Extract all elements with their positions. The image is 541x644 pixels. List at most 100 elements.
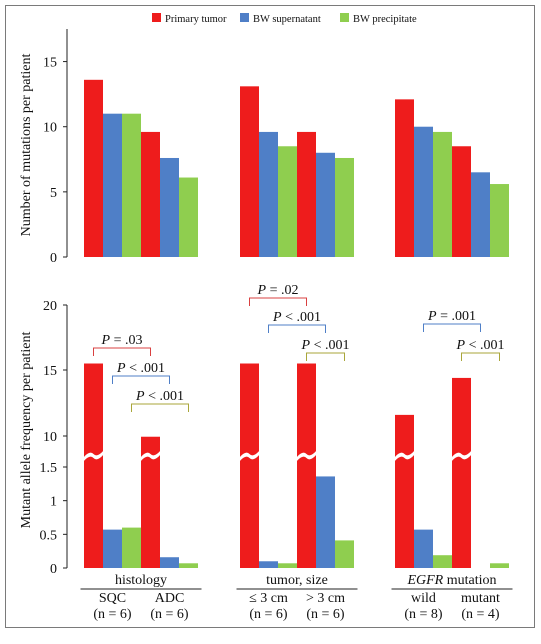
subgroup-label: wild (411, 591, 436, 606)
p-symbol: P (116, 361, 126, 376)
legend-swatch (152, 13, 161, 22)
legend-label: BW precipitate (353, 14, 417, 25)
legend-label: Primary tumor (165, 14, 227, 25)
top-y-tick-label: 0 (50, 251, 57, 266)
bottom-y-tick-label: 0.5 (40, 528, 58, 543)
axis-break-mark (394, 450, 415, 462)
top-bar (414, 126, 433, 257)
top-bar (103, 113, 122, 257)
top-bar (316, 152, 335, 257)
bottom-bar (433, 555, 452, 568)
bottom-bar (160, 557, 179, 568)
p-value: < .001 (310, 338, 349, 353)
top-bar (160, 157, 179, 257)
significance-bracket (131, 403, 189, 412)
significance-label: P < .001 (301, 338, 350, 353)
subgroup-label: mutant (461, 591, 500, 606)
top-bar (141, 131, 160, 257)
top-bar (179, 177, 198, 257)
bottom-y-axis-label: Mutant allele frequency per patient (19, 332, 34, 529)
axis-break-mark (140, 450, 161, 462)
axis-break-mark (451, 450, 472, 462)
p-symbol: P (427, 309, 437, 324)
top-y-axis: 0 5 10 15 (43, 29, 68, 266)
bottom-bar (297, 363, 316, 568)
group-title: tumor, size (266, 573, 328, 588)
top-y-tick-label: 5 (50, 186, 57, 201)
bottom-bar (122, 527, 141, 568)
top-bar (433, 131, 452, 257)
bottom-bar (335, 540, 354, 568)
axis-break-mark (239, 450, 260, 462)
subgroup-label: > 3 cm (306, 591, 345, 606)
p-value: = .001 (437, 309, 476, 324)
top-bar (240, 86, 259, 257)
top-bar (471, 172, 490, 257)
p-value: < .001 (282, 310, 321, 325)
bottom-bar (240, 363, 259, 568)
p-symbol: P (456, 338, 466, 353)
legend-label: BW supernatant (253, 14, 321, 25)
p-value: < .001 (126, 361, 165, 376)
significance-label: P < .001 (272, 310, 321, 325)
subgroup-label: SQC (99, 591, 126, 606)
subgroup-n: (n = 6) (249, 607, 288, 622)
subgroup-label: ADC (155, 591, 185, 606)
top-bar (278, 146, 297, 257)
significance-label: P < .001 (135, 389, 184, 404)
significance-label: P = .02 (257, 283, 299, 298)
legend: Primary tumor BW supernatant BW precipitat… (152, 13, 417, 25)
bottom-bars (83, 363, 509, 568)
bottom-y-tick-label: 1.5 (40, 461, 58, 476)
bottom-y-axis: 0 0.5 1 1.5 10 15 20 (40, 299, 68, 577)
bottom-y-tick-label: 20 (43, 299, 57, 314)
subgroup-n: (n = 8) (404, 607, 443, 622)
p-value: < .001 (145, 389, 184, 404)
top-y-tick-label: 15 (43, 56, 57, 71)
bottom-bar (259, 561, 278, 568)
axis-break-mark (296, 450, 317, 462)
significance-bracket (93, 347, 151, 356)
bottom-bar (395, 414, 414, 568)
top-y-axis-label: Number of mutations per patient (19, 54, 34, 237)
p-symbol: P (101, 333, 111, 348)
significance-label: P = .03 (101, 333, 143, 348)
p-value: = .03 (110, 333, 142, 348)
top-bar (122, 113, 141, 257)
subgroup-label: ≤ 3 cm (249, 591, 288, 606)
top-bar (395, 99, 414, 258)
bottom-bar (452, 377, 471, 568)
bottom-bar (490, 563, 509, 568)
legend-swatch (340, 13, 349, 22)
p-symbol: P (301, 338, 311, 353)
p-value: < .001 (465, 338, 504, 353)
group-title-italic: EGFR (406, 573, 443, 588)
bottom-bar (278, 563, 297, 568)
bottom-bar (141, 436, 160, 568)
significance-bracket (249, 297, 307, 306)
significance-bracket (306, 352, 345, 361)
p-symbol: P (257, 283, 267, 298)
top-bar (335, 157, 354, 257)
significance-label: P < .001 (456, 338, 505, 353)
significance-label: P = .001 (427, 309, 476, 324)
bottom-y-tick-label: 15 (43, 364, 57, 379)
subgroup-n: (n = 6) (306, 607, 345, 622)
significance-bracket (112, 375, 170, 384)
top-bar (452, 146, 471, 257)
top-bar (84, 79, 103, 257)
legend-swatch (240, 13, 249, 22)
group-title: histology (115, 573, 167, 588)
top-chart: 0 5 10 15 Number of mutations per patient (19, 29, 509, 266)
subgroup-n: (n = 6) (93, 607, 132, 622)
bottom-y-tick-label: 10 (43, 430, 57, 445)
bottom-bar (84, 363, 103, 568)
significance-bracket (268, 324, 326, 333)
group-title: EGFR mutation (406, 573, 496, 588)
bottom-y-tick-label: 1 (50, 495, 57, 510)
top-bar (490, 184, 509, 257)
